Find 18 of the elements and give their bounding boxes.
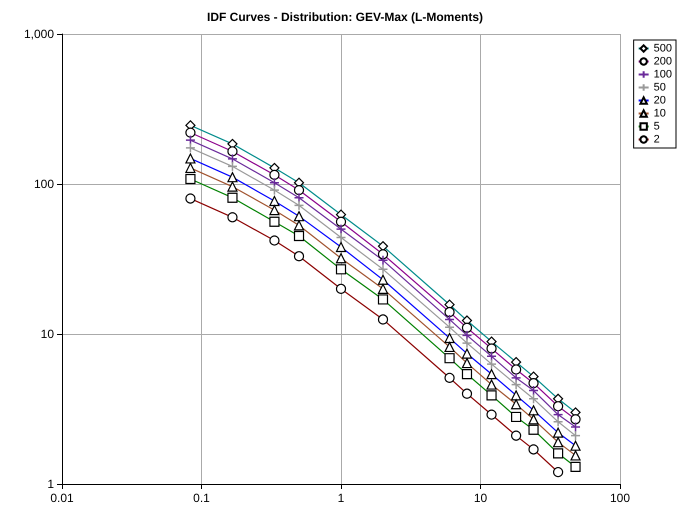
x-tick-label: 0.1 (193, 491, 210, 505)
legend-label: 50 (654, 82, 666, 94)
legend-label: 200 (654, 56, 672, 68)
y-tick-label: 1 (47, 477, 54, 491)
x-tick-label: 10 (474, 491, 488, 505)
legend-label: 2 (654, 134, 660, 146)
x-tick-label: 1 (338, 491, 345, 505)
legend-label: 100 (654, 68, 672, 80)
x-tick-label: 0.01 (50, 491, 74, 505)
legend-label: 10 (654, 108, 666, 120)
legend-label: 5 (654, 120, 660, 132)
legend-label: 20 (654, 94, 666, 106)
chart-title: IDF Curves - Distribution: GEV-Max (L-Moments) (206, 10, 484, 24)
legend-label: 500 (654, 42, 672, 54)
y-tick-label: 10 (40, 327, 54, 341)
y-tick-label: 100 (34, 177, 54, 191)
y-tick-label: 1,000 (24, 27, 54, 41)
x-tick-label: 100 (610, 491, 630, 505)
